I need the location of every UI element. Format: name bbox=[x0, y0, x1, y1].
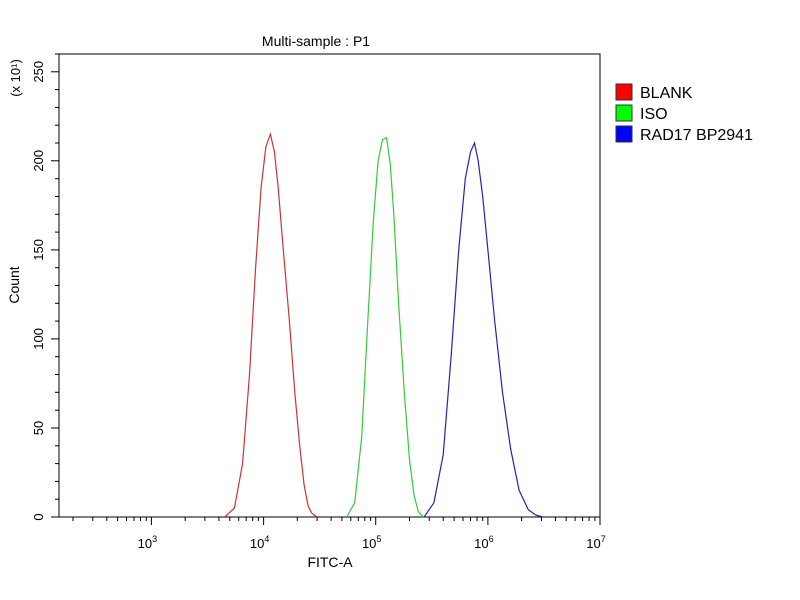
legend-swatch-1 bbox=[615, 104, 633, 122]
x-tick-label-0: 103 bbox=[138, 534, 157, 551]
legend-swatch-0 bbox=[615, 83, 633, 101]
series-layer bbox=[224, 131, 544, 518]
legend-label-2: RAD17 BP2941 bbox=[640, 127, 753, 144]
y-axis-label: Count bbox=[6, 266, 22, 303]
x-tick-label-2: 105 bbox=[362, 534, 381, 551]
x-tick-label-4: 107 bbox=[586, 534, 605, 551]
y-tick-label-2: 100 bbox=[31, 328, 46, 350]
series-line-0 bbox=[224, 131, 318, 518]
plot-frame bbox=[58, 53, 601, 518]
series-line-1 bbox=[346, 136, 424, 518]
series-line-2 bbox=[423, 141, 544, 518]
legend-label-1: ISO bbox=[640, 106, 668, 123]
y-tick-label-3: 150 bbox=[31, 239, 46, 261]
legend-label-0: BLANK bbox=[640, 85, 693, 102]
y-axis: 0 50 100 150 200 250 bbox=[31, 53, 59, 521]
x-tick-label-3: 106 bbox=[474, 534, 493, 551]
y-axis-multiplier: (x 10¹) bbox=[8, 59, 23, 97]
x-axis-label: FITC-A bbox=[307, 554, 353, 570]
y-tick-label-1: 50 bbox=[31, 421, 46, 435]
chart-title: Multi-sample : P1 bbox=[262, 33, 370, 49]
legend-swatch-2 bbox=[615, 125, 633, 143]
x-axis: 103 104 105 106 107 bbox=[72, 517, 606, 551]
y-tick-label-0: 0 bbox=[31, 513, 46, 520]
y-tick-label-4: 200 bbox=[31, 150, 46, 172]
legend: BLANK ISO RAD17 BP2941 bbox=[615, 83, 753, 144]
y-tick-label-5: 250 bbox=[31, 61, 46, 83]
x-tick-label-1: 104 bbox=[250, 534, 269, 551]
